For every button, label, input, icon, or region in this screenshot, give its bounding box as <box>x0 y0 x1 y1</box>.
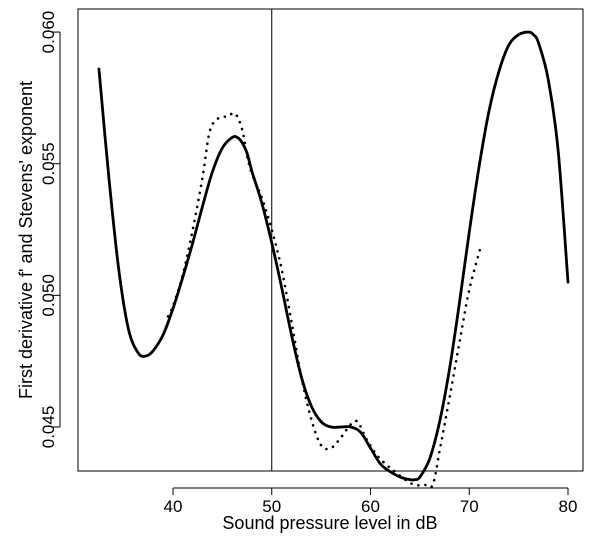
y-tick-label: 0.045 <box>39 406 58 449</box>
x-tick-label: 70 <box>460 497 479 516</box>
y-axis-ticks: 0.045 0.050 0.055 0.060 <box>39 11 60 448</box>
y-axis-title: First derivative f' and Stevens' exponen… <box>16 81 36 399</box>
plot-area-box <box>77 8 584 472</box>
series-line-solid <box>97 30 570 482</box>
x-tick-label: 80 <box>559 497 578 516</box>
y-tick-label: 0.055 <box>39 142 58 185</box>
x-tick-label: 50 <box>262 497 281 516</box>
x-axis-title: Sound pressure level in dB <box>222 513 437 533</box>
series-line-dotted <box>166 111 483 489</box>
y-tick-label: 0.060 <box>39 11 58 54</box>
y-tick-label: 0.050 <box>39 274 58 317</box>
series-layer <box>97 30 570 489</box>
x-tick-label: 40 <box>164 497 183 516</box>
x-axis-ticks: 40 50 60 70 80 <box>164 488 578 516</box>
x-tick-label: 60 <box>361 497 380 516</box>
